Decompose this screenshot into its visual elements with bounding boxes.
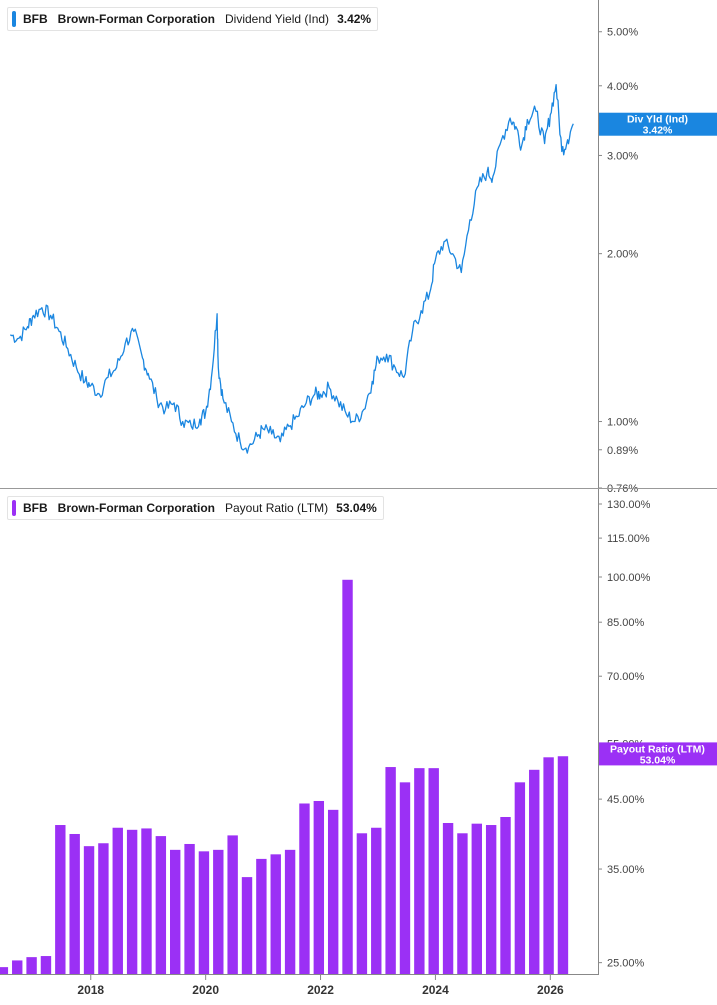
- payout-bar: [126, 829, 138, 974]
- payout-bar: [514, 782, 526, 974]
- y-tick-label: 115.00%: [607, 533, 650, 545]
- x-axis: 2018 2020 2022 2024 2026: [77, 975, 564, 997]
- payout-bar: [442, 822, 454, 974]
- flag-value: 3.42%: [643, 125, 673, 137]
- payout-bar: [342, 579, 353, 974]
- x-tick-label: 2018: [77, 983, 104, 997]
- payout-bar: [256, 858, 267, 974]
- payout-bar: [557, 756, 569, 974]
- dividend-yield-legend[interactable]: BFB Brown-Forman Corporation Dividend Yi…: [7, 7, 379, 31]
- payout-bar: [428, 768, 439, 974]
- y-tick-label: 130.00%: [607, 499, 651, 511]
- payout-bar: [112, 827, 123, 974]
- payout-bar: [69, 833, 80, 974]
- series-color-swatch: [12, 500, 16, 516]
- y-tick-label: 4.00%: [607, 81, 638, 93]
- y-tick-label: 0.89%: [607, 445, 638, 457]
- payout-bar: [529, 769, 540, 974]
- legend-metric: Payout Ratio (LTM): [225, 501, 329, 515]
- payout-bar: [385, 767, 396, 974]
- payout-bar: [184, 843, 195, 974]
- y-tick-label: 45.00%: [607, 794, 645, 806]
- payout-bar: [241, 877, 253, 974]
- payout-bar: [543, 757, 554, 974]
- y-tick-label: 100.00%: [607, 572, 651, 584]
- current-value-flag: [599, 112, 717, 136]
- flag-label: Div Yld (Ind): [627, 114, 688, 126]
- x-tick-label: 2020: [192, 983, 219, 997]
- payout-bar: [500, 816, 511, 974]
- payout-bar: [155, 836, 167, 974]
- legend-ticker: BFB: [23, 12, 48, 26]
- y-tick-label: 2.00%: [607, 249, 638, 261]
- y-tick-label: 70.00%: [607, 671, 645, 683]
- y-tick-label: 85.00%: [607, 617, 645, 629]
- payout-bar: [399, 782, 411, 974]
- legend-value: 53.04%: [336, 501, 377, 515]
- current-value-flag: [599, 742, 717, 766]
- payout-bar: [284, 849, 296, 974]
- y-tick-label: 5.00%: [607, 27, 638, 39]
- payout-bar: [55, 825, 66, 974]
- payout-bar: [414, 768, 425, 974]
- x-tick-label: 2024: [422, 983, 449, 997]
- y-tick-label: 1.00%: [607, 417, 638, 429]
- payout-bar: [227, 835, 238, 974]
- x-tick-label: 2022: [307, 983, 334, 997]
- payout-bar: [313, 800, 325, 974]
- payout-bar: [457, 833, 468, 974]
- payout-bar: [327, 809, 339, 974]
- payout-bar: [270, 854, 281, 974]
- legend-value: 3.42%: [337, 12, 372, 26]
- payout-ratio-panel: 130.00%115.00%100.00%85.00%70.00%55.00%4…: [0, 499, 717, 974]
- dividend-yield-line: [10, 83, 574, 454]
- series-color-swatch: [12, 11, 16, 27]
- legend-company: Brown-Forman Corporation: [57, 501, 215, 515]
- payout-bar: [12, 960, 23, 974]
- payout-bar: [471, 823, 482, 974]
- payout-bar: [26, 957, 37, 974]
- flag-label: Payout Ratio (LTM): [610, 743, 705, 755]
- y-tick-label: 35.00%: [607, 864, 645, 876]
- payout-bar: [83, 846, 95, 974]
- payout-bar: [98, 843, 109, 974]
- payout-bar: [356, 833, 368, 974]
- payout-bar: [40, 956, 52, 974]
- payout-bar: [141, 828, 152, 974]
- payout-ratio-legend[interactable]: BFB Brown-Forman Corporation Payout Rati…: [7, 496, 384, 520]
- payout-bar: [0, 967, 9, 974]
- payout-bar: [198, 851, 210, 974]
- payout-bar: [371, 827, 382, 974]
- payout-bar: [170, 849, 181, 974]
- y-tick-label: 3.00%: [607, 150, 638, 162]
- y-tick-label: 25.00%: [607, 958, 645, 970]
- x-tick-label: 2026: [537, 983, 564, 997]
- payout-bar: [485, 825, 497, 974]
- dividend-yield-panel: 5.00%4.00%3.00%2.00%1.00%0.89%0.76%Div Y…: [10, 27, 717, 495]
- payout-bar: [299, 803, 310, 974]
- legend-company: Brown-Forman Corporation: [57, 12, 215, 26]
- legend-ticker: BFB: [23, 501, 48, 515]
- flag-value: 53.04%: [640, 754, 676, 766]
- payout-bar: [213, 849, 224, 974]
- legend-metric: Dividend Yield (Ind): [225, 12, 330, 26]
